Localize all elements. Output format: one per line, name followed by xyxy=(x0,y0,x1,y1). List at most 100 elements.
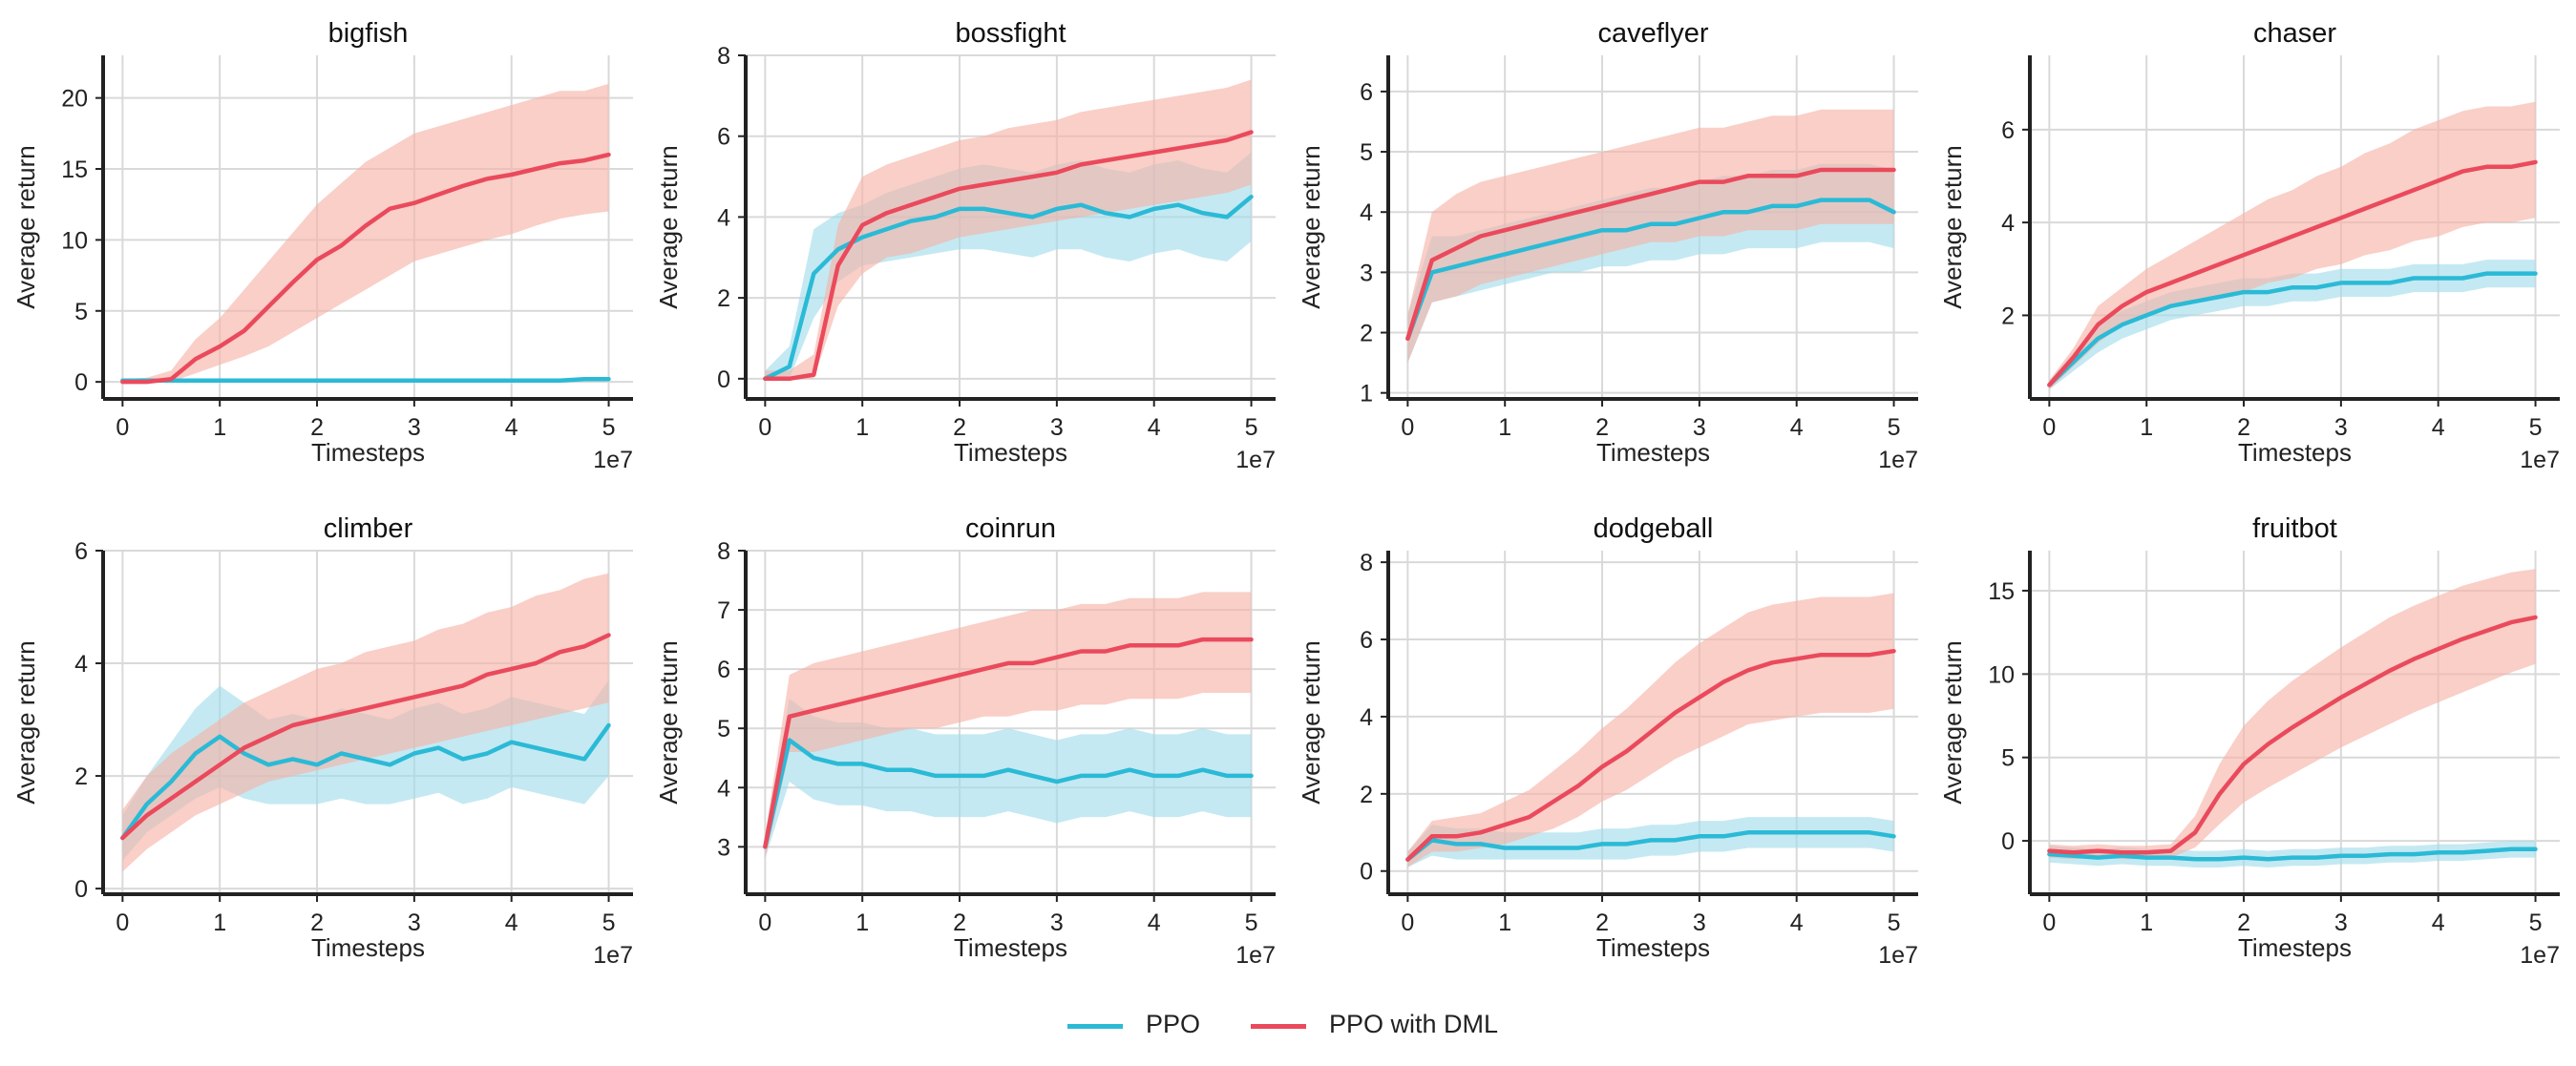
dml-band xyxy=(2049,569,2536,860)
x-tick-label: 5 xyxy=(1245,414,1258,441)
ppo-line xyxy=(1405,830,1896,862)
x-axis-label: Timesteps xyxy=(311,438,425,467)
y-tick-label: 0 xyxy=(2001,828,2015,855)
x-axis-label: Timesteps xyxy=(2238,438,2352,467)
x-tick-label: 2 xyxy=(1595,414,1609,441)
y-tick-label: 5 xyxy=(717,716,730,742)
y-tick-label: 3 xyxy=(1360,260,1373,286)
y-axis-label: Average return xyxy=(1297,640,1325,805)
x-offset-label: 1e7 xyxy=(593,942,633,969)
y-axis-label: Average return xyxy=(1297,145,1325,309)
x-tick-label: 2 xyxy=(1595,909,1609,936)
x-tick-label: 2 xyxy=(953,909,966,936)
panel-title: caveflyer xyxy=(1597,18,1708,49)
y-tick-label: 6 xyxy=(717,657,730,683)
dml-line xyxy=(120,152,611,385)
panel-title: bigfish xyxy=(328,18,409,49)
x-tick-label: 3 xyxy=(408,909,421,936)
x-tick-label: 3 xyxy=(1693,909,1706,936)
x-tick-label: 1 xyxy=(213,414,226,441)
legend-item-dml: PPO with DML xyxy=(1251,1002,1537,1050)
y-tick-label: 1 xyxy=(1360,381,1373,408)
panel-caveflyer: 0 1 2 3 4 5 1 2 3 4 5 6 caveflyer Timesteps 1e7 Average… xyxy=(1297,18,1918,473)
x-tick-label: 3 xyxy=(1050,414,1064,441)
panel-climber: 0 1 2 3 4 5 0 2 4 6 climber Timesteps 1e7 Average ret… xyxy=(11,513,633,969)
y-tick-label: 10 xyxy=(1988,661,2015,688)
legend-label-dml: PPO with DML xyxy=(1329,1010,1499,1038)
y-tick-label: 8 xyxy=(717,538,730,565)
ppo-band xyxy=(2049,841,2536,867)
y-axis-label: Average return xyxy=(1938,145,1967,309)
x-tick-label: 5 xyxy=(602,909,616,936)
x-tick-label: 0 xyxy=(1401,909,1414,936)
x-tick-label: 0 xyxy=(1401,414,1414,441)
x-tick-label: 2 xyxy=(310,414,324,441)
y-tick-label: 3 xyxy=(717,834,730,861)
x-tick-label: 0 xyxy=(758,414,771,441)
x-tick-label: 2 xyxy=(310,909,324,936)
legend-label-ppo: PPO xyxy=(1146,1010,1201,1038)
x-tick-label: 3 xyxy=(408,414,421,441)
x-tick-label: 1 xyxy=(855,414,869,441)
y-tick-label: 4 xyxy=(2001,210,2015,237)
x-offset-label: 1e7 xyxy=(1878,942,1918,969)
x-tick-label: 0 xyxy=(116,414,129,441)
dml-line xyxy=(2047,159,2538,387)
y-tick-label: 0 xyxy=(1360,859,1373,886)
y-tick-label: 8 xyxy=(1360,550,1373,576)
x-tick-label: 0 xyxy=(116,909,129,936)
panel-coinrun: 0 1 2 3 4 5 3 4 5 6 7 8 coinrun Timesteps 1e7 Average r… xyxy=(654,513,1276,969)
x-tick-label: 4 xyxy=(1148,909,1161,936)
x-axis-label: Timesteps xyxy=(954,438,1067,467)
x-tick-label: 1 xyxy=(2140,414,2153,441)
x-tick-label: 5 xyxy=(1888,414,1901,441)
dml-band xyxy=(765,592,1252,859)
y-tick-label: 10 xyxy=(61,227,88,254)
x-offset-label: 1e7 xyxy=(593,447,633,473)
x-tick-label: 5 xyxy=(1245,909,1258,936)
y-tick-label: 4 xyxy=(1360,199,1373,226)
x-tick-label: 0 xyxy=(2042,909,2056,936)
x-tick-label: 4 xyxy=(505,909,518,936)
legend: PPO PPO with DML xyxy=(0,1002,2576,1050)
panel-bigfish: 0 1 2 3 4 5 0 5 10 15 20 bigfish Timesteps 1e7 Average… xyxy=(11,18,633,473)
y-tick-label: 15 xyxy=(61,157,88,183)
y-tick-label: 8 xyxy=(717,43,730,70)
y-axis-label: Average return xyxy=(1938,640,1967,805)
y-tick-label: 2 xyxy=(74,763,88,790)
x-tick-label: 3 xyxy=(2334,414,2348,441)
x-tick-label: 1 xyxy=(1498,909,1511,936)
ppo-line xyxy=(120,722,611,841)
y-tick-label: 6 xyxy=(2001,117,2015,144)
x-offset-label: 1e7 xyxy=(2520,447,2560,473)
x-axis-label: Timesteps xyxy=(1596,438,1710,467)
panel-title: dodgeball xyxy=(1594,513,1714,544)
panel-fruitbot: 0 1 2 3 4 5 0 5 10 15 fruitbot Timesteps 1e7 Average … xyxy=(1938,513,2560,969)
panel-title: chaser xyxy=(2253,18,2336,49)
y-tick-label: 15 xyxy=(1988,578,2015,605)
y-tick-label: 6 xyxy=(74,538,88,565)
x-axis-label: Timesteps xyxy=(2238,933,2352,962)
y-axis-label: Average return xyxy=(11,640,40,805)
ppo-line xyxy=(763,738,1254,849)
x-tick-label: 0 xyxy=(758,909,771,936)
dml-line xyxy=(763,637,1254,849)
y-tick-label: 2 xyxy=(717,285,730,312)
y-tick-label: 4 xyxy=(1360,704,1373,731)
dml-band xyxy=(122,573,609,872)
panel-title: fruitbot xyxy=(2252,513,2337,544)
y-tick-label: 2 xyxy=(2001,303,2015,329)
y-axis-label: Average return xyxy=(654,640,683,805)
dml-band xyxy=(2049,101,2536,390)
ppo-line xyxy=(120,376,611,383)
x-tick-label: 5 xyxy=(602,414,616,441)
y-tick-label: 5 xyxy=(2001,745,2015,772)
y-tick-label: 4 xyxy=(717,775,730,802)
y-tick-label: 6 xyxy=(1360,627,1373,654)
ppo-line xyxy=(2047,847,2538,862)
panel-chaser: 0 1 2 3 4 5 2 4 6 chaser Timesteps 1e7 Average retur… xyxy=(1938,18,2560,473)
y-tick-label: 6 xyxy=(717,124,730,151)
x-tick-label: 0 xyxy=(2042,414,2056,441)
y-tick-label: 7 xyxy=(717,597,730,624)
